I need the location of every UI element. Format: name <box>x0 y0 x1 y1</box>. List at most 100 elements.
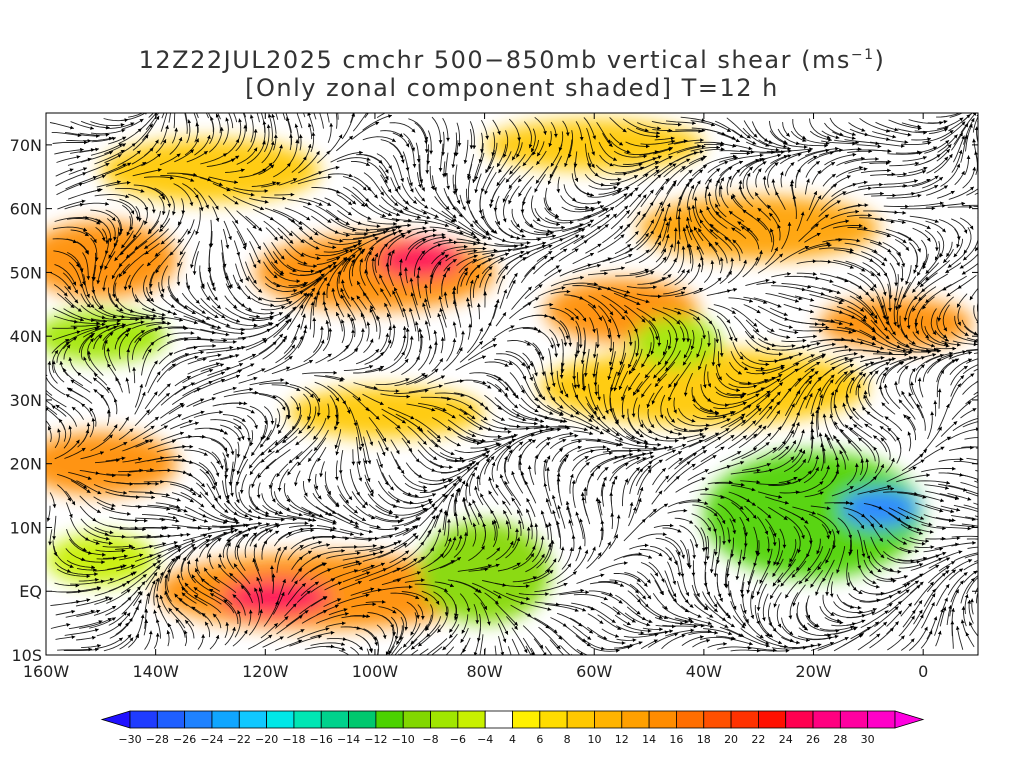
streamline-arrow <box>109 530 114 535</box>
streamline <box>62 367 84 387</box>
streamline <box>211 341 237 343</box>
streamline <box>727 393 760 405</box>
streamline <box>286 264 315 272</box>
streamline <box>341 319 345 344</box>
streamline <box>70 323 106 327</box>
streamline <box>453 300 462 328</box>
streamline <box>291 403 302 430</box>
streamline <box>952 417 978 432</box>
streamline-arrow <box>232 627 236 631</box>
streamline <box>975 538 978 540</box>
streamline <box>532 373 546 401</box>
streamline <box>714 386 746 397</box>
streamline-arrow <box>428 344 433 349</box>
streamline <box>169 238 185 256</box>
streamline <box>169 420 193 430</box>
streamline <box>598 438 624 446</box>
streamline <box>960 474 978 480</box>
streamline-arrow <box>236 252 241 256</box>
streamline <box>49 122 75 129</box>
streamline <box>568 130 574 159</box>
streamline-arrow <box>249 114 254 119</box>
streamline-arrow <box>258 105 262 109</box>
streamline <box>121 590 142 615</box>
streamline <box>418 648 429 655</box>
streamline <box>298 144 311 167</box>
streamline <box>977 216 978 219</box>
streamline <box>205 113 210 119</box>
streamline <box>819 346 849 353</box>
streamline <box>298 416 312 435</box>
streamline <box>597 635 626 644</box>
shear-streamlines <box>46 105 1000 655</box>
streamline <box>66 217 101 225</box>
streamline <box>135 517 166 521</box>
streamline <box>46 407 66 430</box>
streamline <box>558 425 588 431</box>
streamline <box>261 141 274 164</box>
streamline-arrow <box>232 386 237 391</box>
streamline <box>313 113 317 120</box>
streamline <box>715 211 742 232</box>
streamline <box>716 646 752 650</box>
streamline <box>196 354 222 360</box>
streamline <box>503 456 510 484</box>
streamline <box>913 249 918 274</box>
streamline <box>543 197 560 218</box>
streamline <box>445 219 475 236</box>
streamline-arrow <box>449 238 453 243</box>
streamline <box>706 617 729 629</box>
streamline <box>287 139 298 167</box>
streamline <box>650 573 665 596</box>
streamline <box>505 592 530 600</box>
streamline <box>56 182 83 196</box>
streamline <box>64 286 79 304</box>
streamline <box>963 504 978 510</box>
streamline <box>80 120 110 129</box>
streamline <box>458 258 477 274</box>
streamline <box>977 125 978 133</box>
streamline <box>393 389 429 394</box>
streamline-arrow <box>236 454 241 458</box>
streamline-arrow <box>262 120 267 125</box>
streamline <box>366 648 370 655</box>
streamline <box>673 361 692 388</box>
streamline <box>649 503 669 518</box>
streamline <box>664 269 685 287</box>
streamline <box>724 559 729 588</box>
streamline <box>364 386 400 392</box>
streamline <box>561 547 573 570</box>
streamline <box>637 122 661 130</box>
streamline <box>350 587 375 596</box>
streamline-arrow <box>438 140 443 144</box>
streamline <box>717 328 723 357</box>
streamline-arrow <box>94 628 99 632</box>
streamline <box>355 419 364 448</box>
streamline <box>668 145 702 156</box>
streamline <box>798 143 828 147</box>
streamline <box>52 327 78 329</box>
streamline <box>601 482 605 507</box>
streamline <box>491 132 496 157</box>
streamline-arrow <box>165 493 170 497</box>
streamline <box>610 140 631 153</box>
streamline <box>406 162 413 187</box>
streamline <box>253 543 260 572</box>
streamline <box>193 586 222 605</box>
streamline <box>206 537 222 559</box>
streamline <box>703 128 736 140</box>
streamline <box>456 267 469 294</box>
streamline <box>116 309 150 318</box>
streamline <box>934 543 959 550</box>
streamline <box>739 185 754 207</box>
streamline <box>51 590 82 593</box>
streamline <box>64 628 99 636</box>
streamline <box>980 493 1000 505</box>
streamline <box>159 209 170 229</box>
streamline <box>975 338 978 341</box>
streamline <box>617 352 627 377</box>
streamline <box>662 624 698 628</box>
streamline <box>624 173 649 189</box>
streamline <box>66 560 96 568</box>
streamline <box>51 131 82 137</box>
